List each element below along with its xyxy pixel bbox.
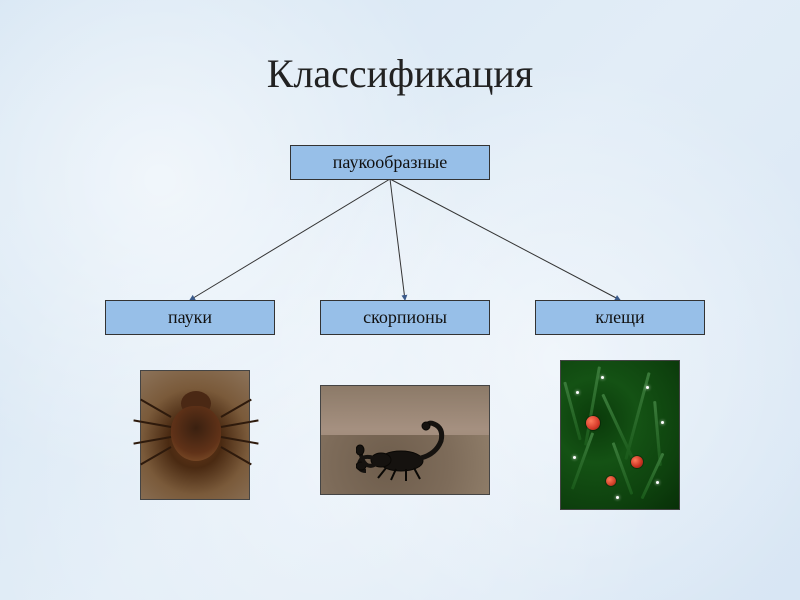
sparkle-dot	[573, 456, 576, 459]
plant-needle	[641, 453, 665, 500]
sparkle-dot	[576, 391, 579, 394]
spider-leg	[140, 399, 171, 418]
sparkle-dot	[601, 376, 604, 379]
spider-leg	[140, 446, 171, 465]
mite-body	[631, 456, 643, 468]
page-title: Классификация	[0, 50, 800, 97]
sparkle-dot	[646, 386, 649, 389]
spider-body	[171, 406, 221, 461]
scorpion-photo	[320, 385, 490, 495]
mite-body	[606, 476, 616, 486]
sparkle-dot	[661, 421, 664, 424]
spider-photo	[140, 370, 250, 500]
scorpion-silhouette	[356, 416, 456, 486]
spider-leg	[221, 419, 259, 428]
root-node: паукообразные	[290, 145, 490, 180]
spider-leg	[133, 436, 171, 445]
mite-body	[586, 416, 600, 430]
spider-leg	[221, 446, 252, 465]
sparkle-dot	[656, 481, 659, 484]
sparkle-dot	[616, 496, 619, 499]
plant-needle	[563, 382, 581, 441]
mite-photo	[560, 360, 680, 510]
spider-leg	[221, 399, 252, 418]
spider-leg	[133, 419, 171, 428]
plant-needle	[571, 432, 594, 489]
child-node-mites: клещи	[535, 300, 705, 335]
child-node-spiders: пауки	[105, 300, 275, 335]
spider-leg	[221, 436, 259, 445]
child-node-scorpions: скорпионы	[320, 300, 490, 335]
